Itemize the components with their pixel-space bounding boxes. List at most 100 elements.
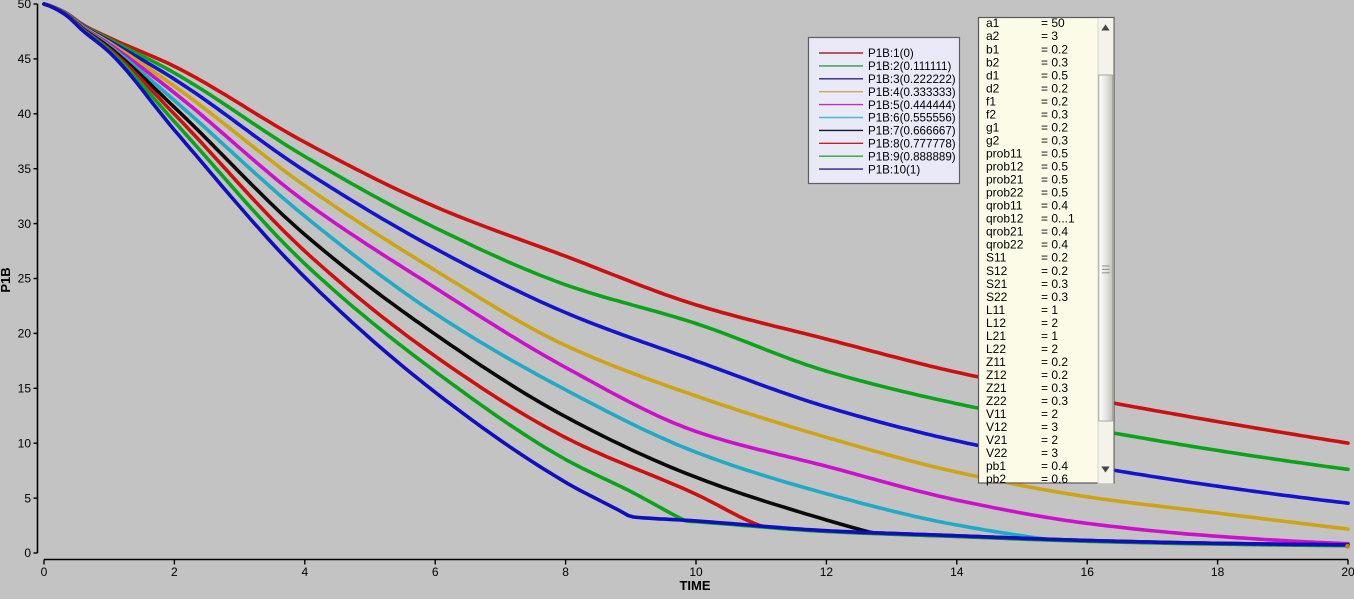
svg-text:= 0.5: = 0.5: [1041, 68, 1068, 82]
svg-text:g2: g2: [986, 134, 1000, 148]
svg-text:g1: g1: [986, 120, 1000, 134]
svg-text:b2: b2: [986, 55, 1000, 69]
svg-text:= 2: = 2: [1041, 342, 1058, 356]
svg-text:= 0.2: = 0.2: [1041, 120, 1068, 134]
svg-text:= 0.3: = 0.3: [1041, 107, 1068, 121]
svg-text:f2: f2: [986, 107, 996, 121]
svg-text:= 0.2: = 0.2: [1041, 368, 1068, 382]
svg-text:= 0.2: = 0.2: [1041, 355, 1068, 369]
svg-text:= 50: = 50: [1041, 16, 1065, 30]
svg-text:Z11: Z11: [986, 355, 1006, 369]
svg-text:qrob21: qrob21: [986, 225, 1024, 239]
svg-text:S12: S12: [986, 264, 1008, 278]
svg-text:L22: L22: [986, 342, 1006, 356]
svg-text:prob21: prob21: [986, 173, 1024, 187]
svg-text:P1B:7(0.666667): P1B:7(0.666667): [868, 125, 956, 138]
svg-text:= 0.2: = 0.2: [1041, 94, 1068, 108]
svg-text:prob12: prob12: [986, 160, 1024, 174]
svg-text:16: 16: [1081, 565, 1095, 579]
svg-text:30: 30: [18, 217, 32, 231]
svg-text:V22: V22: [986, 446, 1008, 460]
svg-text:V11: V11: [986, 407, 1007, 421]
svg-text:qrob11: qrob11: [986, 199, 1023, 213]
svg-text:= 3: = 3: [1041, 29, 1058, 43]
svg-text:P1B:10(1): P1B:10(1): [868, 163, 920, 176]
svg-text:d1: d1: [986, 68, 1000, 82]
svg-text:P1B:4(0.333333): P1B:4(0.333333): [868, 86, 956, 99]
svg-text:40: 40: [18, 107, 32, 121]
svg-text:= 0.3: = 0.3: [1041, 55, 1068, 69]
svg-text:= 0.5: = 0.5: [1041, 147, 1068, 161]
svg-text:14: 14: [950, 565, 964, 579]
svg-text:= 0.4: = 0.4: [1041, 238, 1068, 252]
svg-text:V21: V21: [986, 433, 1008, 447]
svg-text:= 2: = 2: [1041, 407, 1058, 421]
svg-text:P1B:5(0.444444): P1B:5(0.444444): [868, 99, 956, 112]
svg-text:10: 10: [18, 436, 32, 450]
svg-text:20: 20: [18, 327, 32, 341]
svg-text:10: 10: [689, 565, 703, 579]
svg-text:P1B:1(0): P1B:1(0): [868, 47, 914, 60]
svg-text:= 0.2: = 0.2: [1041, 42, 1068, 56]
svg-text:= 0.3: = 0.3: [1041, 290, 1068, 304]
svg-text:P1B:8(0.777778): P1B:8(0.777778): [868, 138, 956, 151]
svg-text:pb1: pb1: [986, 459, 1006, 473]
svg-text:= 3: = 3: [1041, 446, 1058, 460]
svg-text:P1B:2(0.111111): P1B:2(0.111111): [868, 60, 951, 73]
svg-text:S21: S21: [986, 277, 1008, 291]
svg-text:S22: S22: [986, 290, 1008, 304]
svg-text:qrob22: qrob22: [986, 238, 1024, 252]
svg-text:prob11: prob11: [986, 147, 1023, 161]
svg-text:prob22: prob22: [986, 186, 1024, 200]
svg-text:5: 5: [24, 491, 31, 505]
svg-text:Z21: Z21: [986, 381, 1007, 395]
svg-text:P1B:9(0.888889): P1B:9(0.888889): [868, 150, 956, 163]
svg-text:25: 25: [18, 272, 32, 286]
svg-text:= 0.4: = 0.4: [1041, 225, 1068, 239]
svg-text:d2: d2: [986, 81, 1000, 95]
svg-text:= 1: = 1: [1041, 303, 1058, 317]
svg-text:= 1: = 1: [1041, 329, 1058, 343]
svg-text:2: 2: [171, 565, 178, 579]
svg-text:= 0.5: = 0.5: [1041, 186, 1068, 200]
svg-text:20: 20: [1341, 565, 1354, 579]
svg-text:= 2: = 2: [1041, 316, 1058, 330]
svg-text:45: 45: [18, 52, 32, 66]
svg-text:= 3: = 3: [1041, 420, 1058, 434]
svg-text:= 0.6: = 0.6: [1041, 472, 1068, 486]
svg-text:Z22: Z22: [986, 394, 1007, 408]
svg-text:= 0.5: = 0.5: [1041, 173, 1068, 187]
svg-text:a2: a2: [986, 29, 1000, 43]
svg-text:Z12: Z12: [986, 368, 1007, 382]
svg-text:b1: b1: [986, 42, 1000, 56]
svg-text:a1: a1: [986, 16, 1000, 30]
svg-text:= 2: = 2: [1041, 433, 1058, 447]
svg-text:V12: V12: [986, 420, 1008, 434]
svg-text:pb2: pb2: [986, 472, 1006, 486]
svg-text:12: 12: [820, 565, 834, 579]
svg-text:L21: L21: [986, 329, 1006, 343]
svg-text:S11: S11: [986, 251, 1007, 265]
svg-text:0: 0: [41, 565, 48, 579]
svg-text:4: 4: [301, 565, 308, 579]
svg-text:= 0.3: = 0.3: [1041, 134, 1068, 148]
svg-text:P1B:3(0.222222): P1B:3(0.222222): [868, 73, 956, 86]
svg-text:L11: L11: [986, 303, 1005, 317]
svg-text:f1: f1: [986, 94, 996, 108]
svg-text:= 0.2: = 0.2: [1041, 81, 1068, 95]
svg-text:L12: L12: [986, 316, 1006, 330]
svg-text:= 0.2: = 0.2: [1041, 251, 1068, 265]
svg-text:= 0.4: = 0.4: [1041, 199, 1068, 213]
svg-text:= 0.3: = 0.3: [1041, 381, 1068, 395]
svg-text:= 0.4: = 0.4: [1041, 459, 1068, 473]
svg-text:TIME: TIME: [679, 578, 710, 593]
svg-text:= 0.2: = 0.2: [1041, 264, 1068, 278]
svg-text:50: 50: [18, 0, 32, 11]
svg-text:= 0.3: = 0.3: [1041, 277, 1068, 291]
svg-text:= 0...1: = 0...1: [1041, 212, 1075, 226]
svg-text:15: 15: [18, 382, 32, 396]
svg-text:= 0.5: = 0.5: [1041, 160, 1068, 174]
svg-text:P1B:6(0.555556): P1B:6(0.555556): [868, 112, 956, 125]
svg-text:P1B: P1B: [0, 267, 13, 292]
svg-text:0: 0: [24, 546, 31, 560]
